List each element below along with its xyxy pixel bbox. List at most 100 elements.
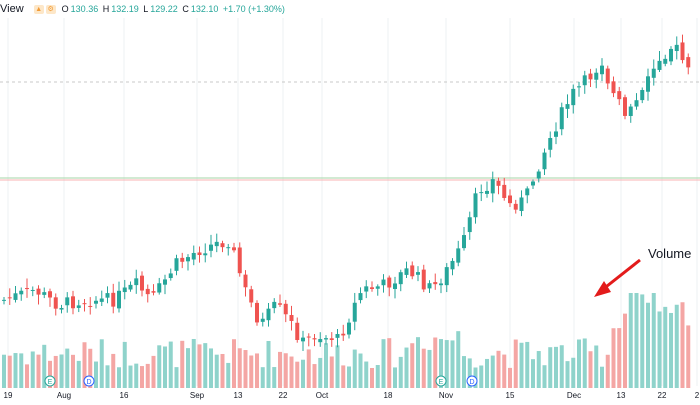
x-tick-label: 13	[234, 391, 243, 400]
candle-body	[617, 91, 622, 100]
candle-body	[42, 292, 47, 295]
volume-bar	[13, 353, 18, 388]
candle-body	[122, 287, 127, 293]
candle-body	[260, 318, 265, 322]
volume-bar	[594, 345, 599, 388]
volume-bar	[634, 293, 639, 388]
settings-icon[interactable]: ⚙	[45, 4, 56, 14]
candle-body	[628, 106, 633, 117]
event-marker[interactable]: D	[466, 375, 478, 387]
volume-bar	[260, 367, 265, 388]
candle-body	[347, 322, 351, 335]
candle-body	[243, 274, 248, 288]
volume-bar	[364, 361, 369, 388]
volume-bar	[611, 328, 616, 388]
candle-body	[473, 193, 478, 218]
volume-bar	[128, 365, 133, 388]
volume-bar	[318, 357, 323, 388]
volume-bar	[485, 358, 489, 388]
volume-bar	[335, 345, 340, 388]
candle-body	[525, 188, 530, 196]
candle-body	[283, 303, 288, 315]
volume-bar	[341, 365, 346, 388]
volume-bar	[479, 365, 484, 388]
candlesticks	[2, 34, 691, 352]
candle-body	[232, 247, 236, 251]
volume-bar	[657, 311, 662, 388]
volume-bar	[237, 348, 242, 388]
volume-bar	[42, 344, 47, 388]
candle-body	[13, 293, 18, 300]
candle-body	[588, 73, 593, 80]
candle-body	[657, 60, 662, 70]
candle-body	[94, 300, 98, 304]
x-tick-label: Dec	[567, 391, 581, 400]
collapse-icon[interactable]: ▲	[33, 4, 44, 14]
x-tick-label: Sep	[190, 391, 205, 400]
volume-bar	[88, 348, 93, 388]
candle-body	[623, 97, 627, 116]
volume-bar	[565, 361, 570, 388]
event-label: E	[439, 379, 444, 386]
event-label: E	[48, 379, 53, 386]
close-value: 132.10	[190, 4, 219, 14]
high-value: 132.19	[111, 4, 139, 14]
volume-bar	[174, 367, 179, 388]
earnings-icon	[435, 375, 447, 387]
candle-body	[479, 192, 484, 194]
candle-body	[186, 257, 190, 262]
volume-bar	[674, 304, 679, 388]
candle-body	[99, 298, 104, 302]
high-label: H	[102, 4, 110, 14]
volume-bar	[36, 354, 41, 388]
event-marker[interactable]: E	[44, 375, 56, 387]
volume-bar	[393, 367, 397, 388]
candle-body	[536, 171, 541, 179]
volume-bar	[680, 302, 685, 388]
event-marker[interactable]: E	[435, 375, 447, 387]
low-label: L	[143, 4, 149, 14]
volume-bar	[519, 342, 524, 388]
grid-lines	[7, 18, 698, 386]
candle-body	[646, 76, 650, 92]
chart-title-fragment: View	[0, 3, 24, 15]
candle-body	[640, 90, 645, 101]
volume-bar	[2, 354, 6, 388]
symbol-header: View ▲ ⚙ O 130.36 H 132.19 L 129.22 C 132.10…	[0, 0, 287, 18]
volume-bar	[508, 367, 512, 388]
volume-bar	[404, 347, 409, 388]
volume-bar	[105, 365, 110, 388]
ohlc-readout: O 130.36 H 132.19 L 129.22 C 132.10 +1.70 (+…	[62, 4, 287, 14]
volume-bar	[278, 351, 282, 388]
candle-body	[594, 72, 599, 80]
candle-body	[352, 302, 357, 322]
volume-bar	[157, 345, 162, 388]
x-tick-label: 13	[617, 391, 626, 400]
candle-body	[255, 302, 259, 323]
volume-bar	[433, 337, 438, 388]
event-marker[interactable]: D	[83, 375, 95, 387]
volume-bar	[427, 349, 432, 388]
candle-body	[519, 197, 524, 211]
x-tick-label: 18	[384, 391, 393, 400]
x-tick-label: 19	[4, 391, 13, 400]
volume-annotation: Volume	[594, 246, 691, 297]
x-tick-label: Nov	[439, 391, 453, 400]
candle-body	[151, 291, 156, 293]
candle-body	[490, 179, 495, 194]
candle-body	[341, 333, 346, 336]
candle-body	[174, 258, 179, 271]
volume-bar	[289, 356, 294, 388]
volume-bar	[186, 348, 190, 388]
candle-body	[531, 181, 535, 186]
volume-bar	[387, 338, 392, 388]
close-label: C	[182, 4, 189, 14]
candle-body	[387, 277, 392, 288]
volume-bar	[542, 365, 547, 388]
volume-bar	[554, 346, 558, 388]
volume-bar	[324, 343, 328, 388]
volume-bar	[122, 341, 127, 388]
